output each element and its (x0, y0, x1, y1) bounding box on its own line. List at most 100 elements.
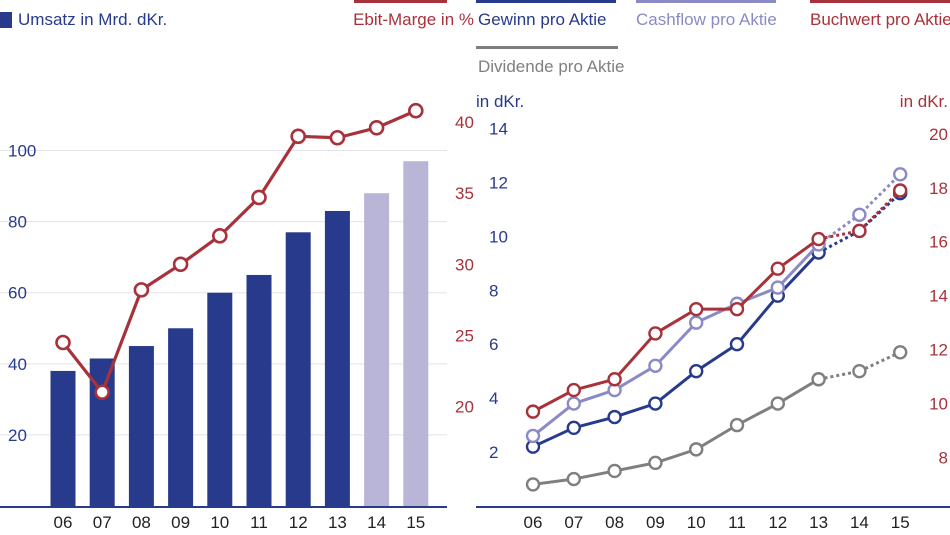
bar-umsatz-14 (364, 193, 390, 506)
point-buchwert-10 (689, 301, 704, 317)
right-chart-right-tick: 10 (929, 395, 948, 414)
left-chart-left-tick: 20 (8, 426, 27, 445)
point-dividende-07 (566, 471, 581, 487)
point-dividende-12 (770, 396, 785, 411)
right-legend: Gewinn pro Aktie Cashflow pro Aktie Buch… (476, 0, 950, 111)
right-chart-left-tick: 2 (489, 443, 498, 462)
left-x-tick-14: 14 (367, 513, 386, 532)
left-x-tick-07: 07 (93, 513, 112, 532)
point-dividende-14 (852, 363, 867, 379)
left-axis-unit: in dKr. (476, 92, 524, 111)
legend-dividende: Dividende pro Aktie (478, 57, 624, 76)
point-dividende-15 (893, 345, 908, 360)
point-cashflow-10 (689, 315, 704, 330)
point-gewinn-11 (729, 337, 745, 352)
legend-rule-dividende (476, 46, 618, 49)
left-chart-left-tick: 60 (8, 284, 27, 303)
left-baseline (0, 506, 447, 508)
point-gewinn-07 (566, 420, 581, 435)
legend-ebit: Ebit-Marge in % (353, 10, 474, 29)
legend-gewinn: Gewinn pro Aktie (478, 10, 607, 29)
point-ebit-10 (212, 228, 228, 244)
point-dividende-10 (689, 442, 704, 457)
right-x-tick-13: 13 (809, 513, 828, 532)
left-x-tick-06: 06 (54, 513, 73, 532)
left-x-tick-10: 10 (210, 513, 229, 532)
left-chart-right-tick: 25 (455, 326, 474, 345)
point-ebit-08 (133, 282, 150, 298)
bar-umsatz-11 (246, 274, 272, 506)
point-ebit-15 (407, 102, 424, 119)
legend-cashflow: Cashflow pro Aktie (636, 10, 777, 29)
right-axis-unit: in dKr. (900, 92, 948, 111)
line-dividende-forecast (818, 350, 901, 381)
bar-umsatz-10 (207, 292, 233, 506)
right-x-tick-11: 11 (728, 513, 746, 532)
right-chart-right-tick: 12 (929, 341, 948, 360)
point-ebit-09 (172, 256, 189, 273)
point-buchwert-08 (607, 372, 622, 387)
left-chart-left-tick: 80 (8, 213, 27, 232)
right-x-tick-08: 08 (605, 513, 624, 532)
point-gewinn-09 (648, 396, 663, 411)
bar-umsatz-15 (403, 161, 429, 506)
left-chart-right-tick: 20 (455, 397, 474, 416)
right-chart-right-tick: 14 (929, 287, 948, 306)
point-dividende-06 (525, 477, 541, 492)
point-ebit-13 (329, 129, 346, 146)
left-chart-left-tick: 100 (8, 142, 36, 161)
point-cashflow-14 (852, 207, 867, 222)
point-dividende-13 (811, 372, 826, 387)
left-chart-left-tick: 40 (8, 355, 27, 374)
right-chart-right-tick: 8 (939, 448, 948, 467)
point-dividende-09 (648, 455, 663, 471)
point-ebit-07 (94, 384, 110, 401)
right-chart-right-tick: 16 (929, 233, 948, 252)
right-chart-left-tick: 4 (489, 389, 498, 408)
point-buchwert-11 (729, 301, 745, 317)
point-dividende-08 (607, 463, 622, 479)
right-chart-right-tick: 18 (929, 179, 948, 198)
right-baseline (476, 506, 950, 508)
legend-umsatz: Umsatz in Mrd. dKr. (18, 10, 167, 29)
right-x-tick-09: 09 (646, 513, 665, 532)
point-ebit-14 (368, 119, 385, 136)
point-ebit-11 (251, 189, 267, 206)
line-ebit-marge (61, 109, 417, 394)
point-ebit-12 (290, 128, 307, 145)
point-dividende-11 (729, 417, 745, 433)
line-gewinn-forecast (817, 192, 902, 254)
point-buchwert-14 (852, 223, 867, 239)
left-x-tick-15: 15 (406, 513, 425, 532)
point-buchwert-12 (770, 261, 785, 276)
right-chart-left-tick: 10 (489, 227, 508, 246)
point-gewinn-08 (607, 409, 622, 425)
point-buchwert-09 (648, 326, 663, 341)
point-cashflow-07 (566, 396, 581, 411)
line-buchwert-forecast (818, 189, 902, 241)
bar-umsatz-08 (128, 346, 154, 506)
right-x-tick-10: 10 (687, 513, 706, 532)
point-buchwert-15 (893, 183, 908, 198)
right-x-tick-15: 15 (891, 513, 910, 532)
point-buchwert-07 (566, 382, 581, 398)
right-x-tick-06: 06 (524, 513, 543, 532)
left-legend: Umsatz in Mrd. dKr. Ebit-Marge in % (0, 0, 474, 29)
legend-rule-ebit (354, 0, 447, 3)
right-chart-left-tick: 12 (489, 173, 508, 192)
point-cashflow-09 (648, 358, 663, 373)
legend-rule-gewinn (476, 0, 616, 3)
right-x-tick-14: 14 (850, 513, 869, 532)
left-x-tick-12: 12 (289, 513, 308, 532)
point-ebit-06 (55, 334, 71, 351)
bar-umsatz-12 (285, 232, 311, 507)
bar-umsatz-06 (50, 370, 76, 506)
right-chart-left-tick: 14 (489, 119, 508, 138)
point-cashflow-06 (525, 428, 541, 444)
left-chart-right-tick: 35 (455, 184, 474, 203)
left-x-tick-09: 09 (171, 513, 190, 532)
right-chart-left-tick: 6 (489, 335, 498, 354)
legend-rule-buchwert (810, 0, 950, 3)
right-chart-right-tick: 20 (929, 125, 948, 144)
